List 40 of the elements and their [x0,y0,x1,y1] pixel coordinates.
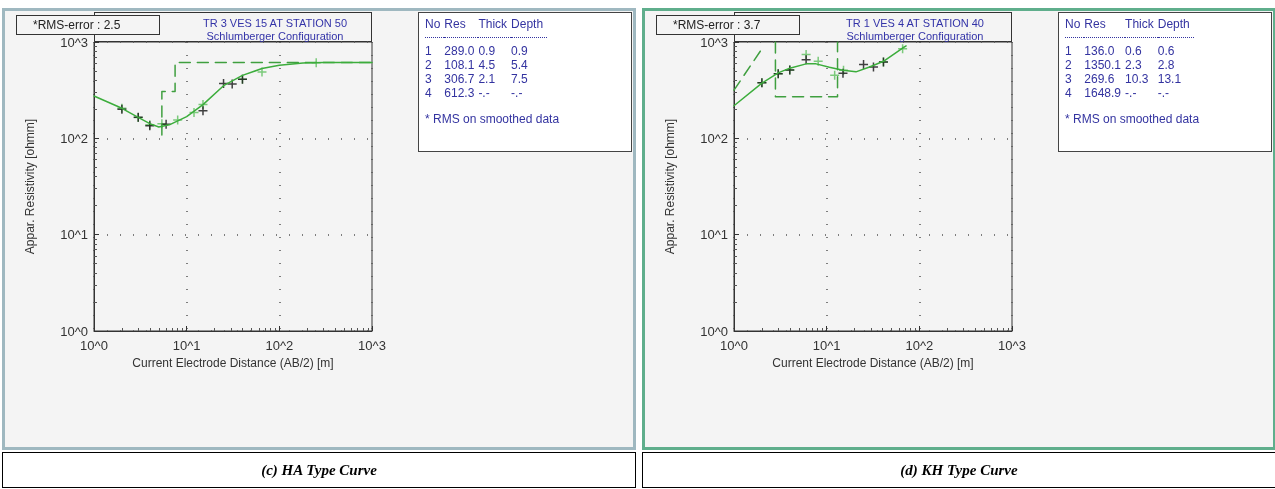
y-tick-label: 10^1 [60,227,88,243]
text: 4 612.3 -.- -.- [425,86,523,100]
chart-title: TR 3 VES 15 AT STATION 50 [202,16,348,29]
y-tick-label: 10^1 [700,227,728,243]
x-tick-label: 10^1 [172,338,201,353]
y-axis-title: Appar. Resistivity [ohmm] [663,118,677,255]
text: (d) KH Type Curve [642,452,1275,488]
x-tick-label: 10^2 [265,338,294,353]
x-tick-label: 10^0 [720,338,748,353]
y-tick-label: 10^3 [700,34,728,50]
x-axis-title: Current Electrode Distance (AB/2) [m] [772,355,974,370]
text: 1 136.0 0.6 0.6 [1065,44,1175,58]
y-axis-title: Appar. Resistivity [ohmm] [23,118,37,255]
text: *RMS-error : 2.5 [16,15,160,35]
x-tick-label: 10^3 [998,338,1026,353]
text: No Res Thick Depth [1065,17,1190,31]
x-axis-title: Current Electrode Distance (AB/2) [m] [132,355,334,370]
chart-title: TR 1 VES 4 AT STATION 40 [846,16,984,29]
y-tick-label: 10^0 [700,323,728,339]
text: *RMS-error : 3.7 [656,15,800,35]
text: 3 306.7 2.1 7.5 [425,72,528,86]
text: 3 269.6 10.3 13.1 [1065,72,1183,86]
y-tick-label: 10^2 [60,130,88,146]
text: (c) HA Type Curve [2,452,636,488]
text: 4 1648.9 -.- -.- [1065,86,1170,100]
y-tick-label: 10^3 [60,34,88,50]
text: 2 108.1 4.5 5.4 [425,58,528,72]
y-tick-label: 10^0 [60,323,88,339]
chart-subtitle: Schlumberger Configuration [206,29,344,42]
text: No Res Thick Depth [425,17,545,33]
x-tick-label: 10^2 [905,338,934,353]
text: * RMS on smoothed data [1065,112,1201,126]
text: * RMS on smoothed data [425,112,561,126]
x-tick-label: 10^1 [812,338,841,353]
x-tick-label: 10^3 [358,338,386,353]
x-tick-label: 10^0 [80,338,108,353]
chart-subtitle: Schlumberger Configuration [846,29,984,42]
y-tick-label: 10^2 [700,130,728,146]
text: 2 1350.1 2.3 2.8 [1065,58,1175,72]
text: 1 289.0 0.9 0.9 [425,44,528,58]
